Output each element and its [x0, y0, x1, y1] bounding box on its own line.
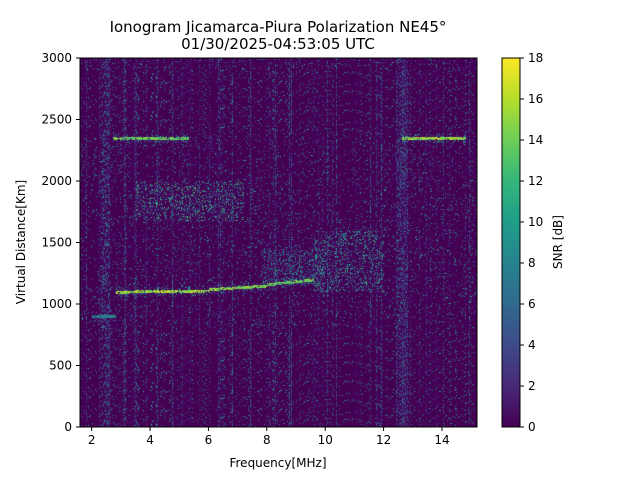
y-tick-label: 2000 — [41, 174, 72, 188]
colorbar-tick-label: 6 — [528, 297, 536, 311]
colorbar: 0 2 4 6 8 10 12 14 16 18 SNR [dB] — [501, 51, 565, 434]
snr-heatmap-image — [80, 58, 477, 427]
colorbar-ticks: 0 2 4 6 8 10 12 14 16 18 — [520, 51, 543, 434]
colorbar-tick-label: 8 — [528, 256, 536, 270]
x-tick-label: 6 — [205, 433, 213, 447]
colorbar-tick-label: 10 — [528, 215, 543, 229]
colorbar-tick-label: 12 — [528, 174, 543, 188]
y-axis-label: Virtual Distance[Km] — [14, 180, 28, 304]
y-tick-label: 1500 — [41, 236, 72, 250]
y-tick-label: 2500 — [41, 113, 72, 127]
chart-title-line2: 01/30/2025-04:53:05 UTC — [181, 35, 375, 53]
colorbar-tick-label: 0 — [528, 420, 536, 434]
colorbar-tick-label: 2 — [528, 379, 536, 393]
colorbar-tick-label: 4 — [528, 338, 536, 352]
colorbar-gradient — [501, 57, 521, 428]
y-tick-label: 500 — [49, 359, 72, 373]
colorbar-label: SNR [dB] — [551, 215, 565, 269]
x-tick-label: 10 — [318, 433, 333, 447]
x-tick-label: 12 — [376, 433, 391, 447]
y-tick-label: 3000 — [41, 51, 72, 65]
x-axis-label: Frequency[MHz] — [229, 456, 326, 470]
y-axis-ticks: 0 500 1000 1500 2000 2500 3000 — [41, 51, 80, 434]
x-tick-label: 14 — [434, 433, 449, 447]
colorbar-tick-label: 14 — [528, 133, 543, 147]
chart-title-line1: Ionogram Jicamarca-Piura Polarization NE… — [110, 18, 447, 36]
y-tick-label: 1000 — [41, 297, 72, 311]
heatmap-plot-area — [79, 57, 478, 428]
x-tick-label: 8 — [263, 433, 271, 447]
x-tick-label: 4 — [146, 433, 154, 447]
colorbar-tick-label: 16 — [528, 92, 543, 106]
x-tick-label: 2 — [88, 433, 96, 447]
y-tick-label: 0 — [64, 420, 72, 434]
x-axis-ticks: 2 4 6 8 10 12 14 — [88, 427, 450, 447]
colorbar-tick-label: 18 — [528, 51, 543, 65]
